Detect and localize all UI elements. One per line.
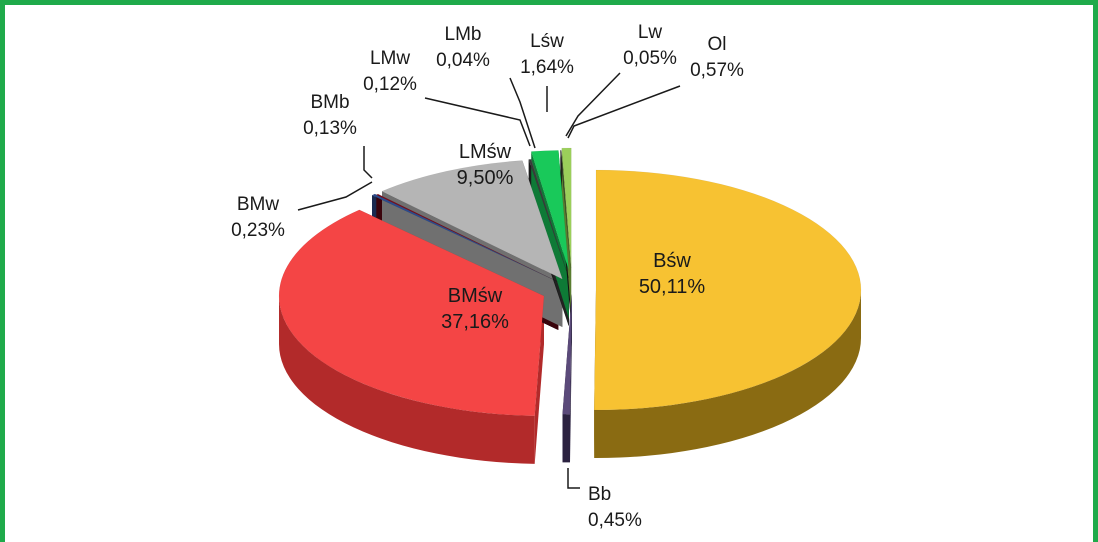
slice-label-lw: Lw xyxy=(638,22,663,43)
slice-value-lw: 0,05% xyxy=(623,48,677,69)
leader-line-bb xyxy=(567,468,580,489)
slice-labels: Bśw 50,11% Bb 0,45% BMśw 37,16% BMw 0,23% BMb 0,1… xyxy=(231,22,744,531)
slice-label-bb: Bb xyxy=(588,484,611,505)
leader-line-bmb xyxy=(363,146,373,179)
slice-value-ol: 0,57% xyxy=(690,60,744,81)
slice-bsw-side xyxy=(594,290,861,459)
slice-lw[interactable] xyxy=(560,150,571,271)
slice-label-ol: Ol xyxy=(708,34,727,55)
slice-bmb[interactable] xyxy=(375,193,559,283)
slice-bb[interactable] xyxy=(562,294,573,415)
slice-lmb[interactable] xyxy=(530,158,570,279)
slice-bmsw-side xyxy=(279,295,535,464)
slice-label-lmw: LMw xyxy=(370,48,410,69)
leader-line-ol xyxy=(567,85,681,139)
slice-value-bmw: 0,23% xyxy=(231,220,285,241)
slice-value-lmsw: 9,50% xyxy=(457,167,514,189)
leader-line-lmb xyxy=(509,77,536,149)
slice-bmsw[interactable] xyxy=(278,209,545,417)
slice-lmw[interactable] xyxy=(528,159,569,279)
leader-line-bmw xyxy=(297,181,373,211)
slice-value-bmsw: 37,16% xyxy=(441,311,509,333)
leader-line-lw xyxy=(565,72,621,137)
slice-lmsw[interactable] xyxy=(381,160,563,280)
slice-value-lmw: 0,12% xyxy=(363,74,417,95)
slice-lsw[interactable] xyxy=(530,150,569,271)
slice-label-bmw: BMw xyxy=(237,194,280,215)
slice-ol[interactable] xyxy=(561,147,572,269)
slice-value-bmb: 0,13% xyxy=(303,118,357,139)
slice-label-bsw: Bśw xyxy=(653,250,691,272)
slice-label-bmsw: BMśw xyxy=(448,285,503,307)
leader-line-lmw xyxy=(424,97,531,147)
slice-bsw[interactable] xyxy=(593,169,862,411)
slice-label-lmsw: LMśw xyxy=(459,141,512,163)
slice-bb-side xyxy=(562,414,571,463)
leader-lines xyxy=(297,72,681,489)
slice-label-lsw: Lśw xyxy=(530,31,564,52)
pie-tops xyxy=(278,147,862,417)
slice-label-bmb: BMb xyxy=(310,92,349,113)
slice-value-bsw: 50,11% xyxy=(639,276,706,298)
slice-value-bb: 0,45% xyxy=(588,510,642,531)
slice-label-lmb: LMb xyxy=(445,24,482,45)
slice-value-lmb: 0,04% xyxy=(436,50,490,71)
slice-value-lsw: 1,64% xyxy=(520,57,574,78)
slice-bmw[interactable] xyxy=(371,193,557,282)
